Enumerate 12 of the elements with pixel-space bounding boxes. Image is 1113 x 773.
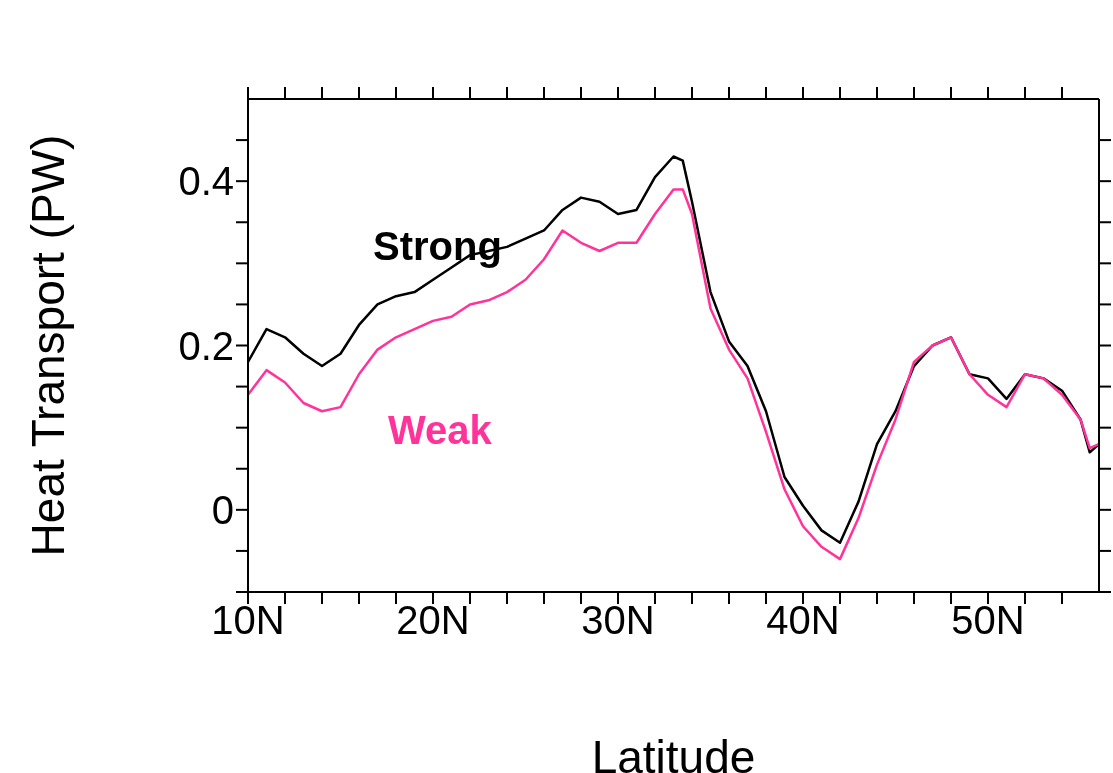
series-label: Strong: [373, 224, 502, 268]
y-axis-title: Heat Transport (PW): [22, 134, 75, 557]
x-tick-label: 20N: [396, 598, 470, 643]
series-label: Weak: [388, 408, 492, 452]
y-tick-label: 0.2: [178, 323, 234, 368]
y-tick-label: 0.4: [178, 159, 234, 204]
x-tick-label: 10N: [211, 598, 285, 643]
y-tick-label: 0: [211, 488, 234, 533]
x-tick-label: 30N: [581, 598, 655, 643]
x-tick-label: 40N: [766, 598, 840, 643]
x-tick-label: 50N: [951, 598, 1025, 643]
x-axis-title: Latitude: [591, 731, 756, 773]
